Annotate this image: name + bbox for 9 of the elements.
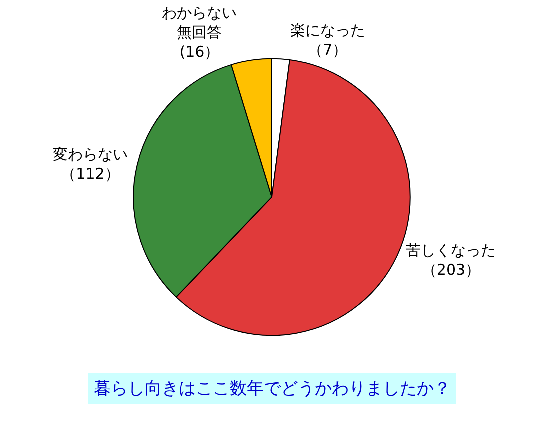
text: 暮らし向きはここ数年でどうかわりましたか？ bbox=[94, 379, 451, 399]
data-label: （7） bbox=[308, 41, 348, 60]
slice-label: 楽になった bbox=[290, 22, 366, 40]
slice-label: 苦しくなった bbox=[406, 242, 496, 260]
data-label: （112） bbox=[61, 165, 120, 184]
data-label: (16） bbox=[180, 42, 220, 61]
data-label: （203） bbox=[422, 261, 481, 280]
slice-label: 変わらない bbox=[52, 146, 128, 164]
slice-label: わからない無回答 bbox=[162, 4, 238, 42]
